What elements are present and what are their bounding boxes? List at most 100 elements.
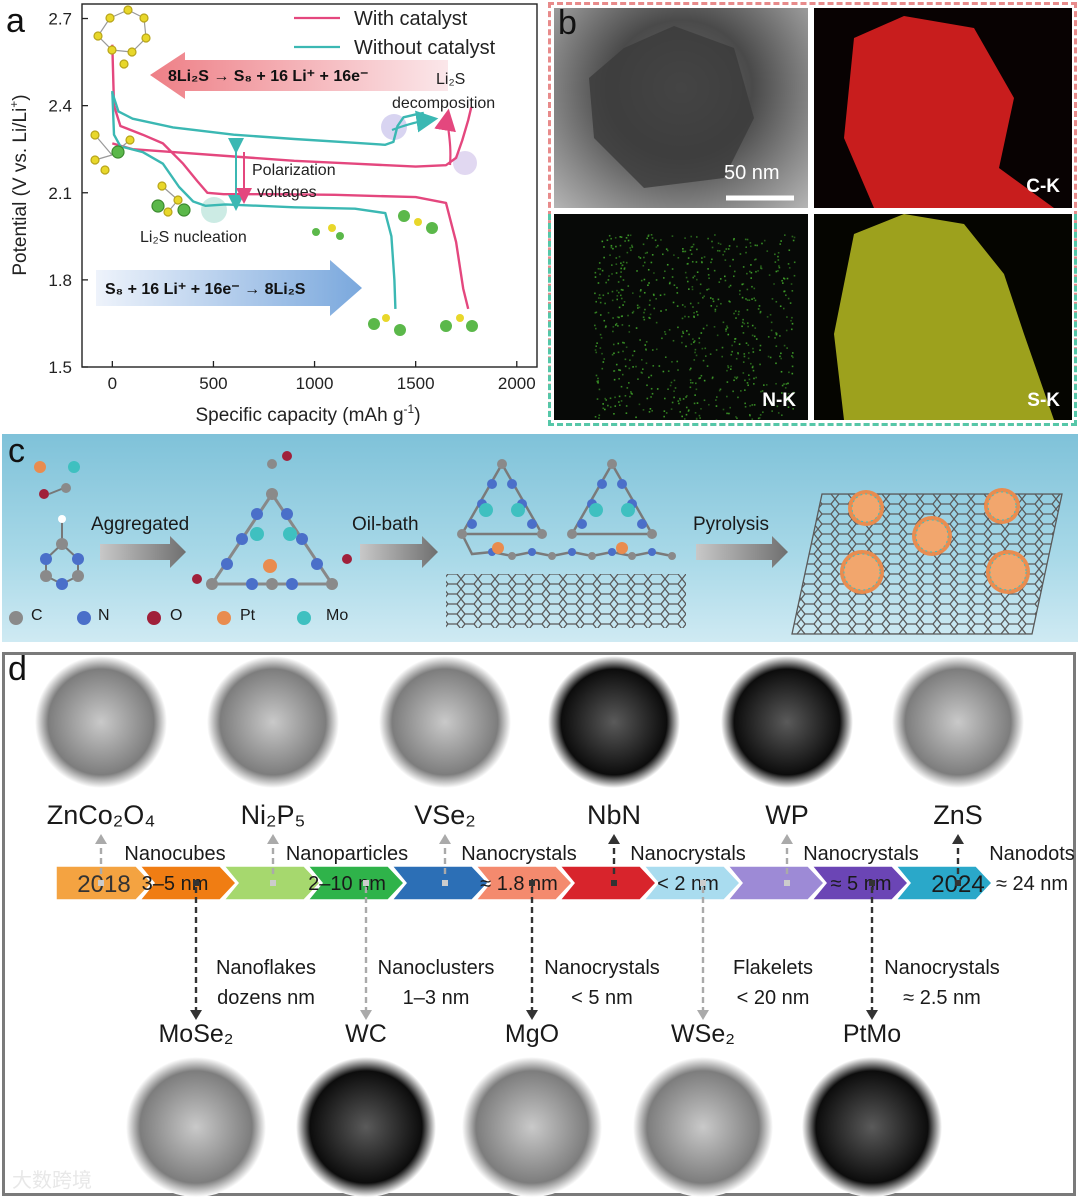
nitrogen-signal	[741, 321, 744, 324]
nitrogen-signal	[732, 238, 735, 241]
nitrogen-signal	[788, 371, 790, 374]
nitrogen-signal	[632, 310, 635, 313]
nitrogen-signal	[603, 319, 606, 322]
nitrogen-signal	[594, 276, 597, 278]
nitrogen-signal	[748, 378, 751, 381]
s8-ring-molecule	[93, 5, 151, 69]
nitrogen-signal	[744, 379, 746, 382]
nitrogen-signal	[607, 404, 609, 407]
nitrogen-signal	[743, 353, 746, 355]
nitrogen-signal	[719, 388, 722, 391]
nitrogen-signal	[711, 376, 714, 379]
nitrogen-signal	[671, 235, 674, 237]
nitrogen-signal	[755, 258, 757, 261]
nitrogen-signal	[791, 235, 794, 238]
nitrogen-signal	[785, 396, 788, 399]
nitrogen-signal	[681, 304, 684, 306]
timeline-segment	[810, 865, 910, 901]
nitrogen-signal	[677, 400, 680, 402]
size-label: < 5 nm	[571, 987, 633, 1009]
nitrogen-signal	[663, 277, 665, 279]
nitrogen-signal	[611, 290, 614, 293]
nitrogen-signal	[738, 293, 741, 296]
nitrogen-signal	[622, 261, 625, 263]
nitrogen-signal	[597, 297, 600, 299]
nitrogen-signal	[737, 396, 739, 399]
nitrogen-signal	[594, 324, 596, 327]
nitrogen-signal	[685, 276, 688, 279]
nitrogen-signal	[684, 305, 686, 308]
nitrogen-signal	[671, 268, 674, 270]
nitrogen-signal	[620, 271, 622, 273]
morphology-label: Nanocrystals	[630, 843, 746, 865]
nitrogen-signal	[616, 316, 619, 318]
nitrogen-signal	[766, 250, 769, 252]
nitrogen-signal	[791, 355, 793, 357]
nitrogen-signal	[792, 356, 794, 359]
nitrogen-signal	[650, 261, 653, 264]
nitrogen-signal	[760, 390, 762, 393]
nitrogen-signal	[620, 297, 623, 300]
legend-o: O	[170, 607, 183, 624]
nitrogen-signal	[631, 292, 634, 294]
timeline-marker	[193, 880, 199, 886]
size-label: 2–10 nm	[308, 873, 386, 895]
nitrogen-signal	[644, 252, 647, 255]
size-label: ≈ 24 nm	[996, 873, 1068, 895]
nitrogen-signal	[624, 394, 627, 397]
nitrogen-signal	[732, 390, 734, 393]
nitrogen-signal	[753, 335, 756, 338]
nitrogen-signal	[619, 369, 622, 372]
nitrogen-signal	[758, 417, 761, 419]
nitrogen-signal	[791, 316, 793, 319]
step-pyrolysis: Pyrolysis	[693, 514, 770, 535]
nitrogen-signal	[595, 300, 598, 303]
nitrogen-signal	[726, 325, 728, 327]
carbon-map-label: C-K	[1026, 176, 1060, 197]
nitrogen-signal	[733, 379, 735, 382]
curves	[111, 44, 473, 310]
polarization-label-1: Polarization	[252, 162, 336, 179]
nitrogen-signal	[673, 254, 675, 256]
nitrogen-signal	[791, 372, 794, 375]
morphology-label: Nanodots	[989, 843, 1075, 865]
nitrogen-signal	[775, 333, 778, 336]
nitrogen-signal	[603, 358, 606, 360]
nitrogen-signal	[760, 265, 762, 267]
morphology-label: Nanocrystals	[461, 843, 577, 865]
nitrogen-signal	[622, 350, 624, 353]
nitrogen-signal	[640, 289, 642, 291]
nitrogen-signal	[752, 351, 755, 353]
nucleation-arrow	[96, 260, 362, 316]
nitrogen-signal	[735, 317, 737, 319]
morphology-label: Nanocrystals	[544, 957, 660, 979]
nitrogen-signal	[625, 261, 628, 264]
nitrogen-signal	[648, 376, 650, 379]
timeline-segment	[894, 865, 994, 901]
nitrogen-signal	[621, 373, 624, 376]
nitrogen-signal	[781, 384, 784, 387]
nitrogen-signal	[694, 348, 697, 351]
nitrogen-signal	[687, 257, 690, 259]
nitrogen-signal	[612, 317, 614, 319]
nitrogen-signal	[791, 322, 794, 325]
nitrogen-signal	[716, 249, 719, 252]
nitrogen-signal	[602, 361, 605, 363]
nitrogen-signal	[751, 404, 754, 406]
nitrogen-signal	[644, 308, 646, 311]
nitrogen-signal	[775, 270, 778, 273]
nitrogen-signal	[690, 235, 693, 238]
carbon-map: C-K	[814, 8, 1072, 208]
nitrogen-signal	[626, 387, 629, 389]
nitrogen-signal	[742, 372, 745, 374]
nitrogen-signal	[782, 282, 784, 284]
nitrogen-signal	[679, 397, 681, 400]
nitrogen-signal	[744, 389, 746, 391]
nitrogen-signal	[775, 362, 777, 365]
nitrogen-signal	[735, 377, 738, 380]
nitrogen-signal	[599, 301, 602, 304]
timeline-marker	[955, 880, 961, 886]
nitrogen-signal	[780, 352, 782, 355]
nitrogen-signal	[602, 403, 604, 405]
nitrogen-signal	[779, 355, 781, 358]
